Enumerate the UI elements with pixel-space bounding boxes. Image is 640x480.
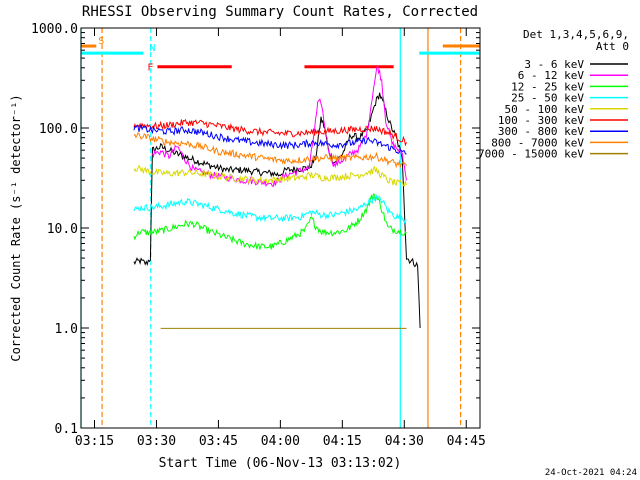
y-tick-label-2: 10.0 xyxy=(47,222,78,237)
series-line-6 xyxy=(133,124,407,155)
plot-frame xyxy=(80,27,481,429)
series-line-7 xyxy=(133,132,407,169)
y-axis-label: Corrected Count Rate (s⁻¹ detector⁻¹) xyxy=(9,94,23,361)
x-tick-label-5: 04:30 xyxy=(385,434,424,449)
y-tick-label-1: 1.0 xyxy=(55,322,78,337)
y-tick-label-4: 1000.0 xyxy=(31,22,78,37)
legend-label-0: 3 - 6 keV xyxy=(524,58,584,71)
y-tick-label-0: 0.1 xyxy=(55,422,78,437)
axes: 03:15 03:30 03:45 04:00 04:15 04:30 04:45 0.1 1.… xyxy=(31,22,486,449)
legend-label-1: 6 - 12 keV xyxy=(518,69,585,82)
flag-bars: S NF xyxy=(81,36,480,74)
series-lines xyxy=(133,65,421,329)
flag-label-S: S xyxy=(98,36,104,47)
legend-label-4: 50 - 100 keV xyxy=(505,103,585,116)
flag-label-F: F xyxy=(147,63,153,74)
footer-date: 24-Oct-2021 04:24 xyxy=(545,468,637,478)
series-line-5 xyxy=(133,118,407,147)
series-line-2 xyxy=(133,193,407,250)
x-axis-label: Start Time (06-Nov-13 03:13:02) xyxy=(159,456,402,471)
legend-label-8: 7000 - 15000 keV xyxy=(478,148,584,161)
legend-label-3: 25 - 50 keV xyxy=(511,92,584,105)
legend-label-7: 800 - 7000 keV xyxy=(491,136,584,149)
x-tick-label-2: 03:45 xyxy=(199,434,238,449)
series-line-3 xyxy=(133,194,407,225)
chart-title: RHESSI Observing Summary Count Rates, Co… xyxy=(82,4,478,20)
series-line-0 xyxy=(133,92,421,329)
legend-header-0: Det 1,3,4,5,6,9, xyxy=(523,28,629,41)
series-line-4 xyxy=(133,164,407,187)
legend-header-1: Att 0 xyxy=(596,40,629,53)
series-line-1 xyxy=(152,65,407,188)
x-tick-label-6: 04:45 xyxy=(447,434,486,449)
y-tick-label-3: 100.0 xyxy=(39,122,78,137)
x-tick-label-1: 03:30 xyxy=(137,434,176,449)
legend-label-2: 12 - 25 keV xyxy=(511,80,584,93)
x-tick-label-0: 03:15 xyxy=(75,434,114,449)
legend-label-6: 300 - 800 keV xyxy=(498,125,584,138)
x-tick-label-3: 04:00 xyxy=(261,434,300,449)
vertical-markers xyxy=(80,28,462,428)
x-tick-label-4: 04:15 xyxy=(323,434,362,449)
legend-label-5: 100 - 300 keV xyxy=(498,114,584,127)
flag-label-N: N xyxy=(149,43,155,54)
